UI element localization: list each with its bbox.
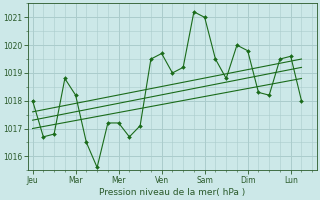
- X-axis label: Pression niveau de la mer( hPa ): Pression niveau de la mer( hPa ): [99, 188, 245, 197]
